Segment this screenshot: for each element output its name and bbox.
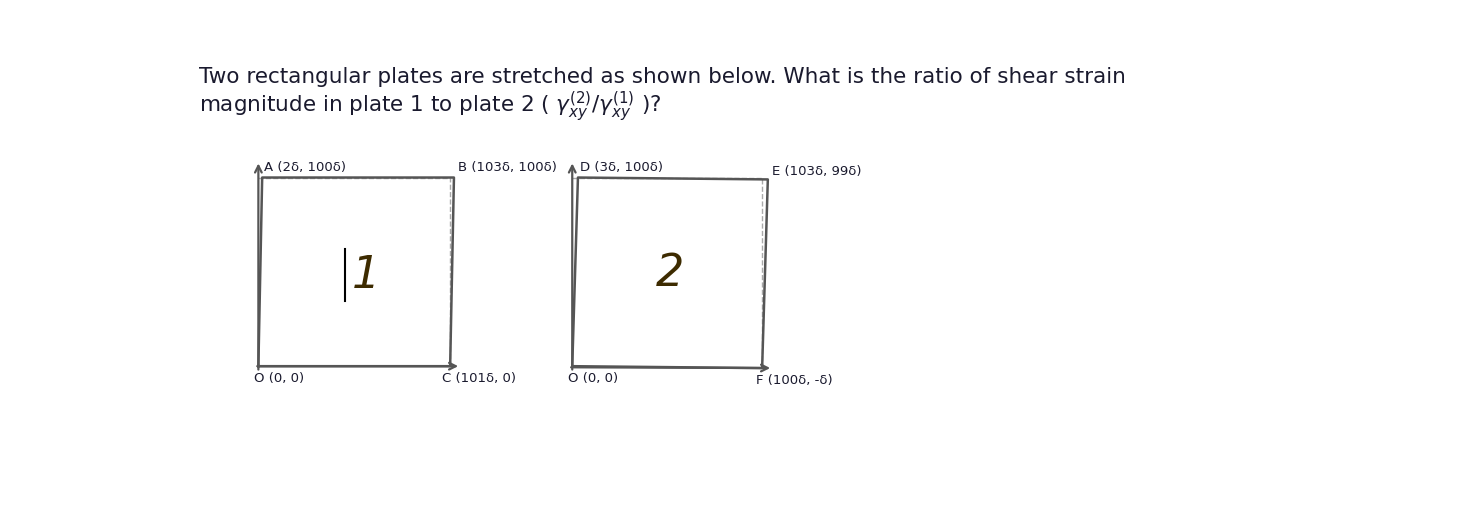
- Text: C (101δ, 0): C (101δ, 0): [442, 371, 516, 384]
- Text: E (103δ, 99δ): E (103δ, 99δ): [772, 165, 862, 178]
- Text: 1: 1: [352, 254, 380, 297]
- Text: magnitude in plate 1 to plate 2 ( $\gamma_{xy}^{(2)}/\gamma_{xy}^{(1)}$ )?: magnitude in plate 1 to plate 2 ( $\gamm…: [198, 90, 661, 124]
- Text: F (100δ, -δ): F (100δ, -δ): [755, 373, 832, 386]
- Text: Two rectangular plates are stretched as shown below. What is the ratio of shear : Two rectangular plates are stretched as …: [198, 67, 1126, 87]
- Text: A (2δ, 100δ): A (2δ, 100δ): [265, 161, 346, 174]
- Text: O (0, 0): O (0, 0): [254, 371, 304, 384]
- Text: O (0, 0): O (0, 0): [569, 371, 618, 384]
- Text: 2: 2: [656, 252, 684, 295]
- Text: D (3δ, 100δ): D (3δ, 100δ): [581, 161, 664, 174]
- Text: B (103δ, 100δ): B (103δ, 100δ): [458, 161, 557, 174]
